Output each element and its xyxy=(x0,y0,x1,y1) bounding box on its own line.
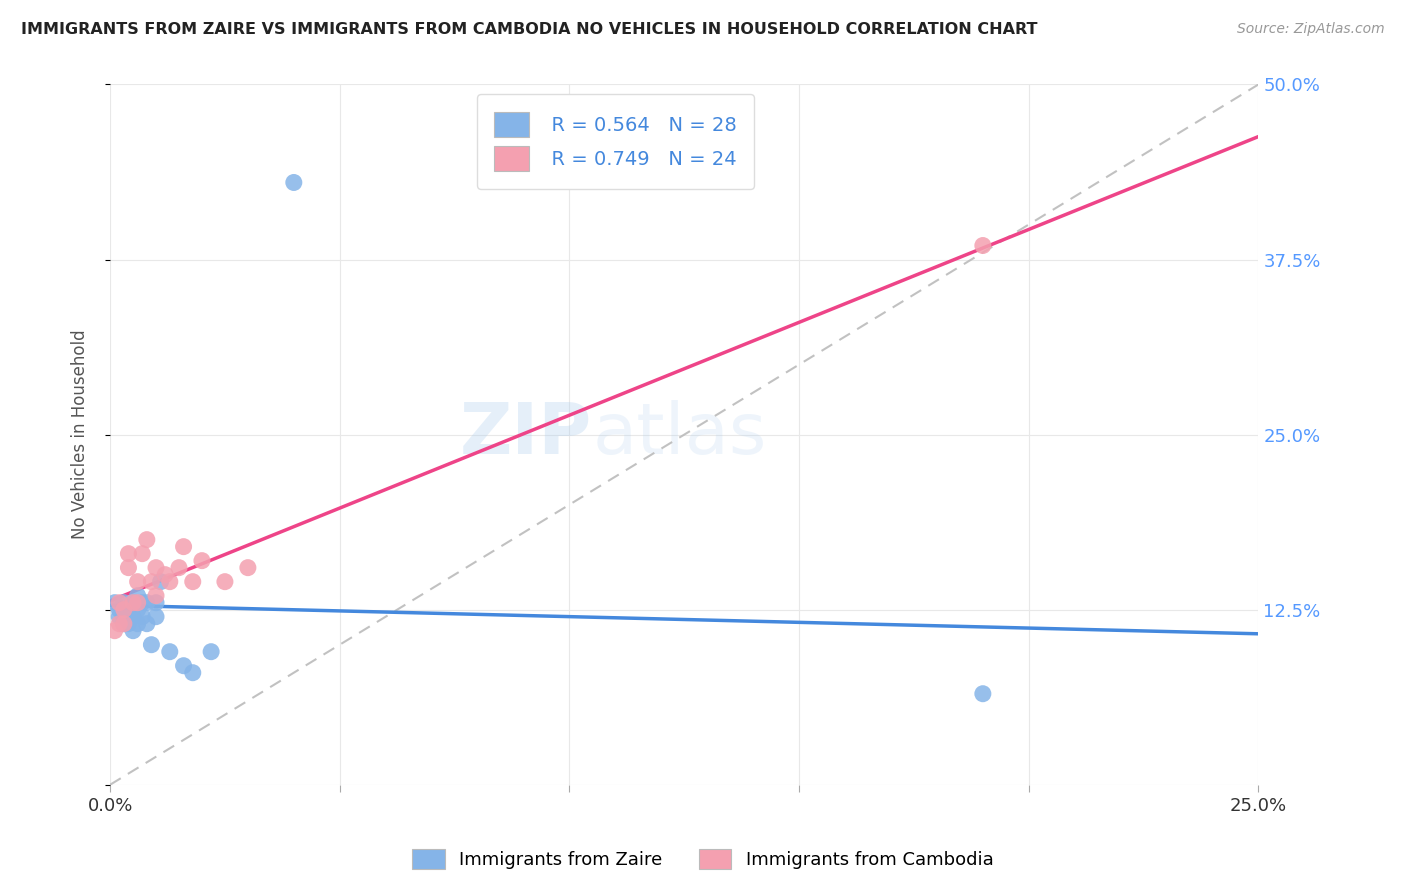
Point xyxy=(141,638,163,652)
Point xyxy=(131,547,153,561)
Point xyxy=(117,616,139,631)
Point xyxy=(112,609,135,624)
Point xyxy=(972,687,994,701)
Point xyxy=(122,596,145,610)
Text: IMMIGRANTS FROM ZAIRE VS IMMIGRANTS FROM CAMBODIA NO VEHICLES IN HOUSEHOLD CORRE: IMMIGRANTS FROM ZAIRE VS IMMIGRANTS FROM… xyxy=(21,22,1038,37)
Point xyxy=(112,596,135,610)
Point xyxy=(127,574,149,589)
Point xyxy=(236,560,259,574)
Point xyxy=(112,616,135,631)
Point xyxy=(108,602,131,616)
Point xyxy=(112,602,135,616)
Point xyxy=(173,658,195,673)
Point xyxy=(131,596,153,610)
Point xyxy=(181,574,204,589)
Point xyxy=(283,176,305,190)
Point xyxy=(145,589,167,603)
Point xyxy=(141,574,163,589)
Point xyxy=(135,533,157,547)
Point xyxy=(167,560,190,574)
Point xyxy=(131,609,153,624)
Point xyxy=(181,665,204,680)
Text: atlas: atlas xyxy=(592,401,766,469)
Point xyxy=(145,596,167,610)
Point xyxy=(122,609,145,624)
Legend: Immigrants from Zaire, Immigrants from Cambodia: Immigrants from Zaire, Immigrants from C… xyxy=(404,839,1002,879)
Point xyxy=(153,567,176,582)
Point xyxy=(104,624,127,638)
Point xyxy=(112,616,135,631)
Point xyxy=(149,574,172,589)
Point xyxy=(122,624,145,638)
Point xyxy=(173,540,195,554)
Text: ZIP: ZIP xyxy=(460,401,592,469)
Point xyxy=(145,560,167,574)
Point xyxy=(108,596,131,610)
Point xyxy=(135,596,157,610)
Point xyxy=(159,645,181,659)
Point xyxy=(200,645,222,659)
Point xyxy=(108,609,131,624)
Point xyxy=(191,554,214,568)
Point xyxy=(972,238,994,252)
Point xyxy=(108,616,131,631)
Point xyxy=(145,609,167,624)
Point xyxy=(117,602,139,616)
Point xyxy=(127,596,149,610)
Legend:   R = 0.564   N = 28,   R = 0.749   N = 24: R = 0.564 N = 28, R = 0.749 N = 24 xyxy=(477,95,754,189)
Point xyxy=(214,574,236,589)
Point xyxy=(159,574,181,589)
Point xyxy=(127,589,149,603)
Point xyxy=(135,616,157,631)
Point xyxy=(122,596,145,610)
Point xyxy=(117,560,139,574)
Text: Source: ZipAtlas.com: Source: ZipAtlas.com xyxy=(1237,22,1385,37)
Point xyxy=(127,602,149,616)
Point xyxy=(127,616,149,631)
Point xyxy=(104,596,127,610)
Point xyxy=(117,547,139,561)
Y-axis label: No Vehicles in Household: No Vehicles in Household xyxy=(72,330,89,540)
